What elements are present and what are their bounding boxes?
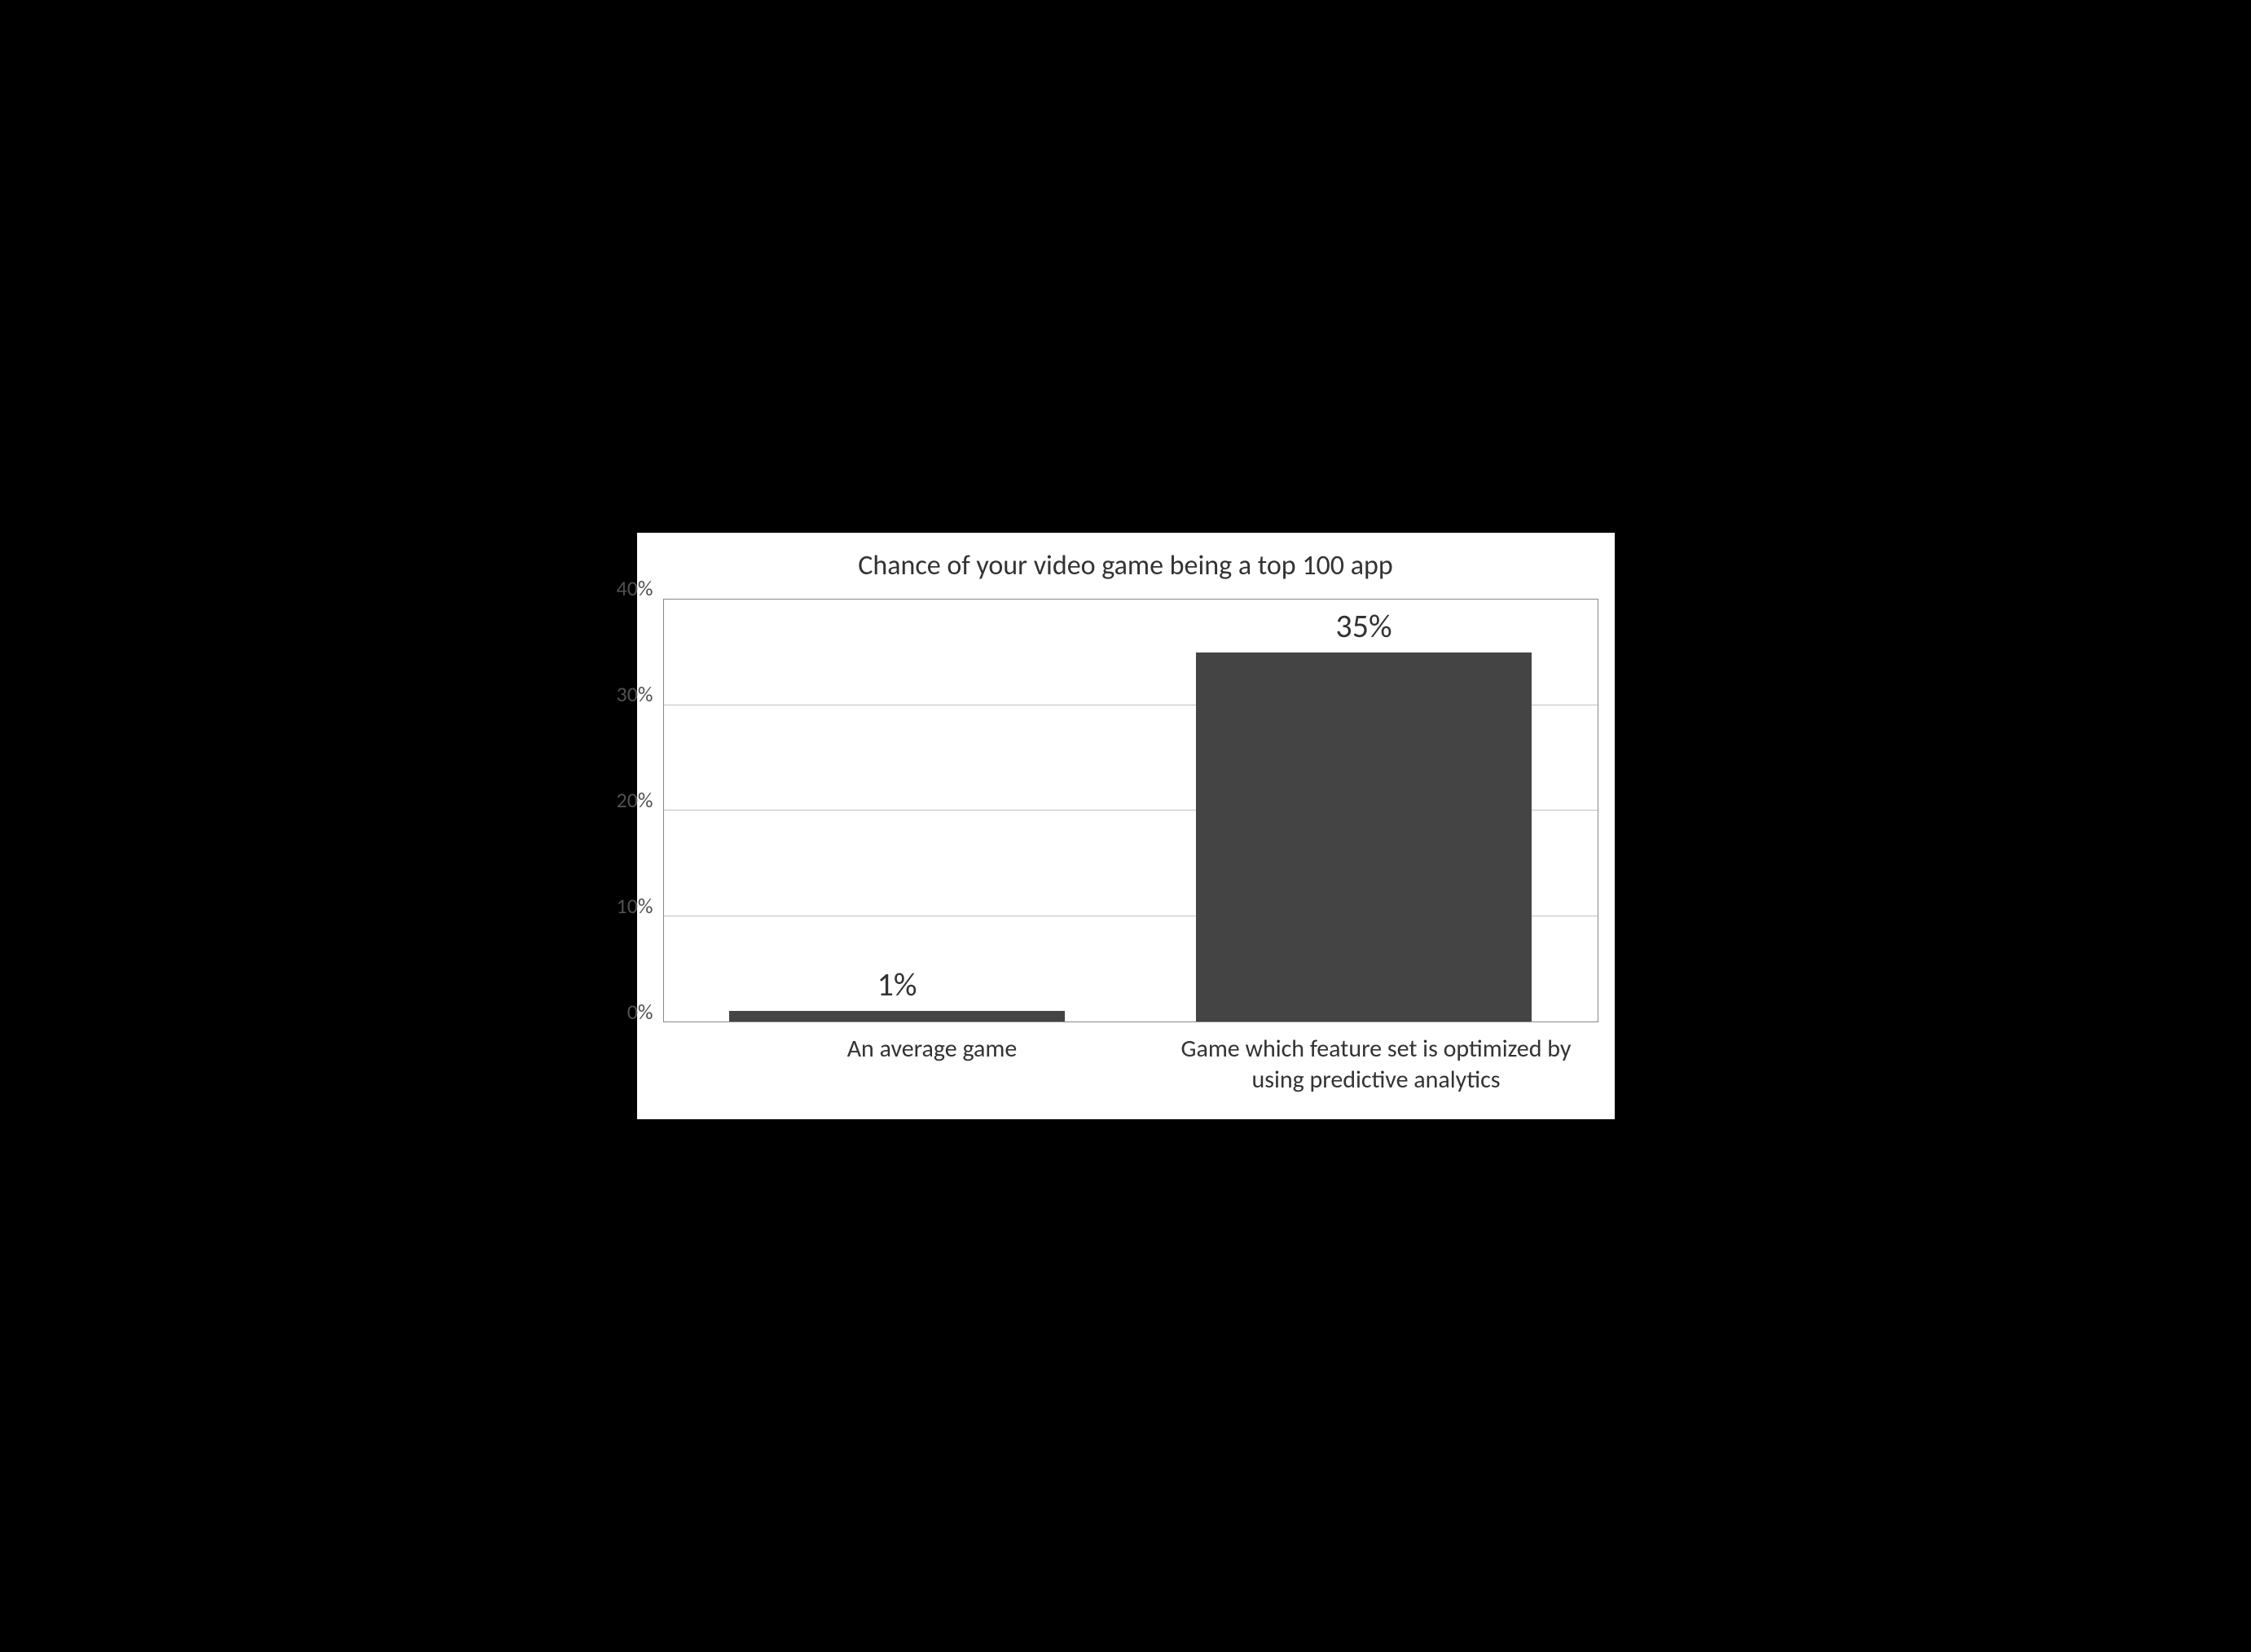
bar-slot: 1%	[664, 600, 1131, 1022]
chart-container: Chance of your video game being a top 10…	[637, 533, 1615, 1119]
bars-group: 1% 35%	[664, 600, 1598, 1022]
bar-value-label: 35%	[1335, 606, 1391, 646]
x-category-label: An average game	[710, 1034, 1154, 1095]
x-axis-labels: An average game Game which feature set i…	[710, 1034, 1598, 1095]
plot-area: 1% 35%	[663, 599, 1598, 1022]
bar	[1196, 652, 1532, 1022]
chart-title: Chance of your video game being a top 10…	[653, 549, 1598, 582]
x-category-label: Game which feature set is optimized by u…	[1154, 1034, 1598, 1095]
bar-value-label: 1%	[877, 964, 917, 1004]
y-axis: 40% 30% 20% 10% 0%	[653, 599, 663, 1022]
bar-slot: 35%	[1131, 600, 1598, 1022]
bar	[729, 1011, 1066, 1022]
chart-body: 40% 30% 20% 10% 0% 1% 35%	[653, 599, 1598, 1022]
